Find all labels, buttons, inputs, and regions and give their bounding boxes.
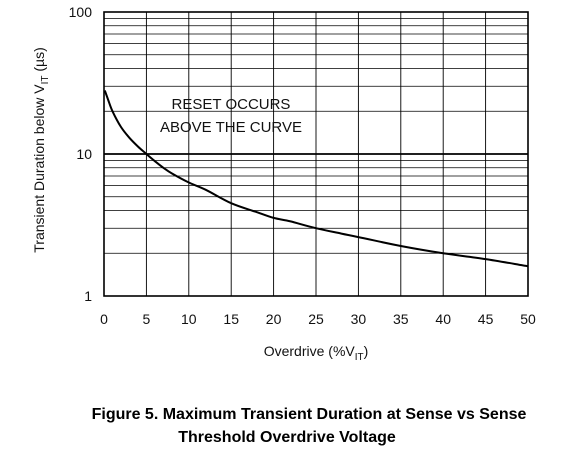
x-tick-label: 10 <box>181 311 197 327</box>
series-line <box>103 90 529 268</box>
x-axis-label-tail: ) <box>364 343 369 359</box>
x-tick-label: 35 <box>393 311 409 327</box>
figure-caption-line-2: Threshold Overdrive Voltage <box>178 429 396 446</box>
grid <box>104 12 528 296</box>
x-tick-label: 0 <box>100 311 108 327</box>
y-tick-label: 1 <box>84 288 92 304</box>
y-axis-label-tail: (µs) <box>31 47 47 75</box>
plot-frame <box>103 11 529 297</box>
x-axis-label: Overdrive (%VIT) <box>264 343 369 363</box>
x-tick-label: 15 <box>223 311 239 327</box>
x-tick-label: 25 <box>308 311 324 327</box>
annotation-line-1: RESET OCCURS <box>172 96 291 113</box>
y-tick-label: 10 <box>76 146 92 162</box>
x-tick-labels: 0 5 10 15 20 25 30 35 40 45 50 <box>100 311 536 327</box>
y-axis-label-subscript: IT <box>40 76 51 85</box>
x-axis-label-text: Overdrive (%V <box>264 343 356 359</box>
chart-svg: 1 10 100 0 5 10 15 20 25 30 35 40 45 50 RESET OCCURS… <box>31 4 536 363</box>
x-tick-label: 5 <box>143 311 151 327</box>
y-axis-label: Transient Duration below VIT (µs) <box>31 47 51 253</box>
series-layer <box>103 90 529 268</box>
x-tick-label: 50 <box>520 311 536 327</box>
x-axis-label-subscript: IT <box>355 352 364 363</box>
x-tick-label: 30 <box>351 311 367 327</box>
x-tick-label: 40 <box>435 311 451 327</box>
x-tick-label: 20 <box>266 311 282 327</box>
y-tick-labels: 1 10 100 <box>69 4 93 304</box>
y-tick-label: 100 <box>69 4 93 20</box>
y-axis-label-text: Transient Duration below V <box>31 84 47 253</box>
x-tick-label: 45 <box>478 311 494 327</box>
annotation-line-2: ABOVE THE CURVE <box>160 119 302 136</box>
figure-caption-line-1: Figure 5. Maximum Transient Duration at … <box>91 406 527 423</box>
